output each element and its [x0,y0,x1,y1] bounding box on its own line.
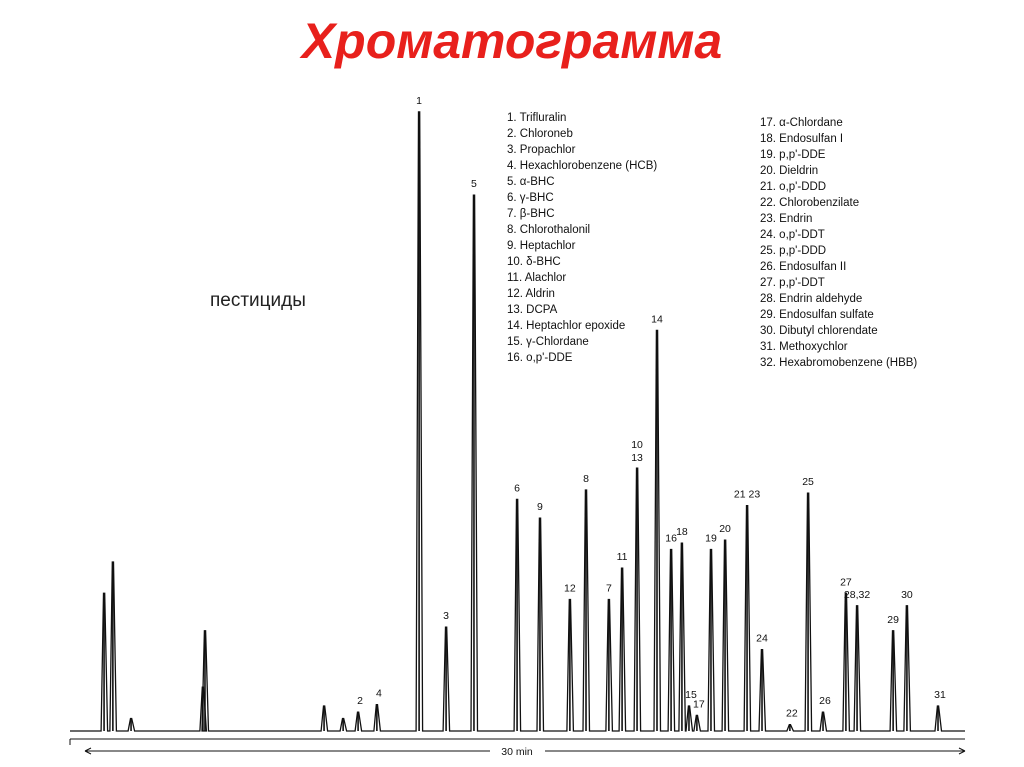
legend-item: 19. p,p'-DDE [760,149,826,161]
legend-item: 24. o,p'-DDT [760,229,825,241]
legend-item: 8. Chlorothalonil [507,224,591,236]
legend-item: 13. DCPA [507,304,558,316]
legend-item: 27. p,p'-DDT [760,277,825,289]
legend-item: 9. Heptachlor [507,240,576,252]
legend-item: 7. β-BHC [507,208,555,220]
legend-item: 11. Alachlor [507,272,567,284]
legend-item: 32. Hexabromobenzene (HBB) [760,357,918,369]
peak-label: 4 [376,688,382,700]
scale-bar-arrows [84,747,966,755]
peak-label: 14 [651,313,663,325]
peak-label: 30 [901,589,913,601]
peak-label: 31 [934,689,946,701]
legend-item: 4. Hexachlorobenzene (HCB) [507,160,658,172]
peak-label: 20 [719,523,731,535]
slide-title: Хроматограмма [301,13,723,69]
pesticides-caption: пестициды [210,290,306,311]
peak-label: 12 [564,583,576,595]
peak-label: 22 [786,708,798,720]
peak-label: 28,32 [844,589,870,601]
legend-item: 5. α-BHC [507,176,555,188]
peak-label: 7 [606,583,612,595]
legend-column-2: 17. α-Chlordane 18. Endosulfan I 19. p,p'-… [760,115,917,371]
peak-label: 19 [705,532,717,544]
legend-item: 6. γ-BHC [507,192,554,204]
legend-item: 18. Endosulfan I [760,133,844,145]
legend-item: 15. γ-Chlordane [507,336,589,348]
peak-label: 16 [665,532,677,544]
legend-item: 16. o,p'-DDE [507,352,573,364]
peak-label: 17 [693,698,705,710]
peak-label: 26 [819,695,831,707]
peak-label: 15 [685,689,697,701]
legend-item: 23. Endrin [760,213,813,225]
legend-item: 20. Dieldrin [760,165,819,177]
peak-label: 1 [416,95,422,107]
legend-item: 1. Trifluralin [507,112,567,124]
legend-item: 25. p,p'-DDD [760,245,827,257]
legend-item: 17. α-Chlordane [760,117,843,129]
legend-item: 30. Dibutyl chlorendate [760,325,878,337]
peak-label: 6 [514,482,520,494]
legend-item: 28. Endrin aldehyde [760,293,863,305]
scale-bar-label: 30 min [501,746,533,758]
legend-item: 26. Endosulfan II [760,261,847,273]
legend-item: 21. o,p'-DDD [760,181,827,193]
peak-label: 24 [756,633,768,645]
legend-item: 31. Methoxychlor [760,341,848,353]
peak-label: 29 [887,614,899,626]
legend-item: 29. Endosulfan sulfate [760,309,874,321]
peak-label: 25 [802,476,814,488]
legend-item: 14. Heptachlor epoxide [507,320,626,332]
peak-label: 11 [617,551,628,563]
legend-item: 22. Chlorobenzilate [760,197,860,209]
peak-label: 5 [471,178,477,190]
legend-item: 10. δ-BHC [507,256,561,268]
peak-label: 10 13 [631,439,643,464]
peak-label: 2 [357,695,363,707]
chromatogram-trace [70,111,965,732]
legend-column-1: 1. Trifluralin 2. Chloroneb 3. Propachlor 4… [507,110,657,366]
peak-label: 9 [537,501,543,513]
peak-label: 21 23 [734,489,760,501]
peak-label: 3 [443,610,449,622]
legend-item: 3. Propachlor [507,144,576,156]
legend-item: 12. Aldrin [507,288,555,300]
legend-item: 2. Chloroneb [507,128,573,140]
peak-label: 8 [583,473,589,485]
peak-label: 27 [840,576,852,588]
peak-label: 18 [676,526,688,538]
